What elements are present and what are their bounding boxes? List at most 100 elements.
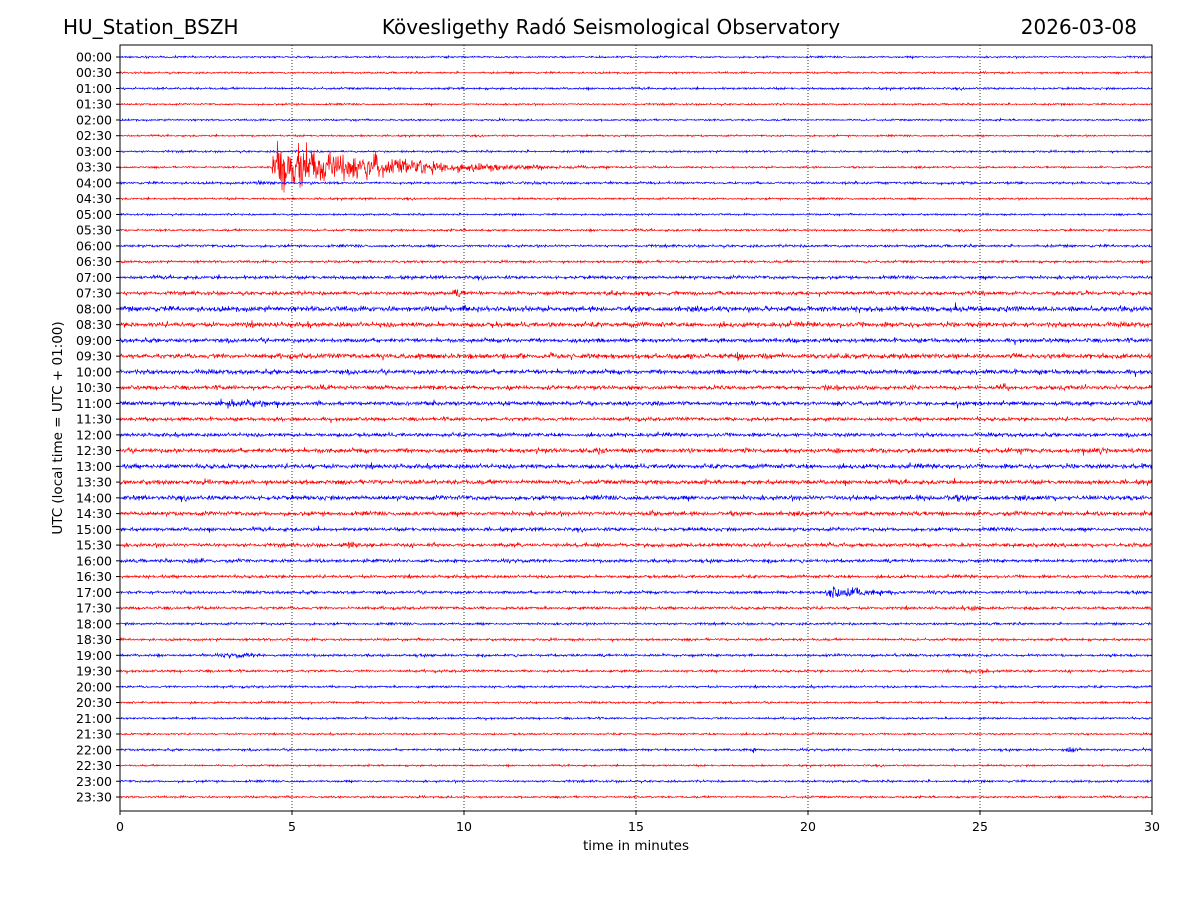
y-tick-label: 05:00 [76,207,112,222]
y-tick-label: 00:30 [76,65,112,80]
trace-0600 [120,243,1152,250]
x-axis-label: time in minutes [583,838,689,854]
trace-1000 [120,367,1152,378]
trace-1930 [120,668,1152,675]
y-tick-label: 00:00 [76,50,112,65]
y-tick-label: 09:00 [76,333,112,348]
y-tick-label: 09:30 [76,349,112,364]
trace-1100 [120,398,1152,409]
y-tick-label: 11:00 [76,396,112,411]
station-title: HU_Station_BSZH [63,15,239,39]
y-tick-label: 17:30 [76,601,112,616]
y-tick-label: 06:30 [76,254,112,269]
y-tick-label: 12:00 [76,427,112,442]
trace-0930 [120,351,1152,362]
trace-2200 [120,746,1152,754]
y-tick-label: 06:00 [76,238,112,253]
trace-2100 [120,715,1152,721]
trace-0630 [120,258,1152,265]
trace-1500 [120,525,1152,534]
y-tick-label: 07:30 [76,286,112,301]
y-tick-label: 18:30 [76,632,112,647]
trace-0400 [120,179,1152,187]
x-tick-label: 5 [288,819,296,834]
y-tick-label: 23:30 [76,790,112,805]
y-tick-label: 13:30 [76,475,112,490]
traces [120,54,1152,800]
trace-0500 [120,212,1152,217]
trace-2000 [120,683,1152,690]
trace-0700 [120,273,1152,281]
trace-0100 [120,85,1152,92]
trace-1700 [120,586,1152,598]
date-title: 2026-03-08 [1020,15,1137,39]
trace-0900 [120,336,1152,346]
y-tick-label: 15:30 [76,538,112,553]
y-tick-label: 02:00 [76,112,112,127]
trace-1030 [120,383,1152,392]
trace-1600 [120,557,1152,565]
y-tick-label: 02:30 [76,128,112,143]
trace-0800 [120,302,1152,314]
y-tick-label: 22:00 [76,742,112,757]
trace-1130 [120,415,1152,424]
trace-0330 [120,140,1152,193]
trace-1530 [120,541,1152,549]
trace-1630 [120,573,1152,580]
y-tick-label: 07:00 [76,270,112,285]
trace-2330 [120,794,1152,800]
trace-1200 [120,431,1152,439]
trace-1300 [120,462,1152,471]
y-tick-label: 14:00 [76,490,112,505]
y-tick-label: 08:00 [76,301,112,316]
trace-1800 [120,621,1152,627]
trace-1400 [120,493,1152,503]
x-tick-label: 0 [116,819,124,834]
y-tick-label: 15:00 [76,522,112,537]
y-tick-label: 19:00 [76,648,112,663]
trace-0830 [120,320,1152,329]
trace-1830 [120,636,1152,643]
y-tick-label: 03:00 [76,144,112,159]
y-tick-label: 01:00 [76,81,112,96]
x-ticks: 0 5 10 15 20 25 30 [116,811,1160,834]
y-tick-label: 20:00 [76,679,112,694]
trace-0530 [120,227,1152,234]
trace-0230 [120,133,1152,139]
y-tick-label: 04:30 [76,191,112,206]
y-tick-label: 23:00 [76,774,112,789]
trace-0200 [120,117,1152,123]
grid-lines [291,45,981,811]
y-tick-label: 21:00 [76,711,112,726]
trace-0030 [120,70,1152,76]
x-tick-label: 10 [456,819,472,834]
x-tick-label: 20 [800,819,816,834]
y-tick-label: 11:30 [76,412,112,427]
trace-0130 [120,101,1152,108]
y-tick-label: 16:00 [76,553,112,568]
y-tick-label: 05:30 [76,223,112,238]
trace-1330 [120,477,1152,487]
trace-0300 [120,148,1152,155]
x-tick-label: 25 [972,819,988,834]
trace-2300 [120,778,1152,785]
trace-1900 [120,652,1152,659]
y-tick-label: 04:00 [76,175,112,190]
trace-2130 [120,731,1152,737]
y-tick-label: 08:30 [76,317,112,332]
y-tick-label: 16:30 [76,569,112,584]
y-tick-label: 13:00 [76,459,112,474]
y-tick-label: 10:30 [76,380,112,395]
y-tick-label: 12:30 [76,443,112,458]
y-tick-label: 10:00 [76,364,112,379]
trace-2030 [120,699,1152,706]
trace-1230 [120,446,1152,456]
y-tick-label: 20:30 [76,695,112,710]
observatory-title: Kövesligethy Radó Seismological Observat… [381,15,841,39]
x-tick-label: 15 [628,819,644,834]
y-tick-label: 17:00 [76,585,112,600]
trace-2230 [120,762,1152,769]
trace-1430 [120,509,1152,518]
x-tick-label: 30 [1144,819,1160,834]
